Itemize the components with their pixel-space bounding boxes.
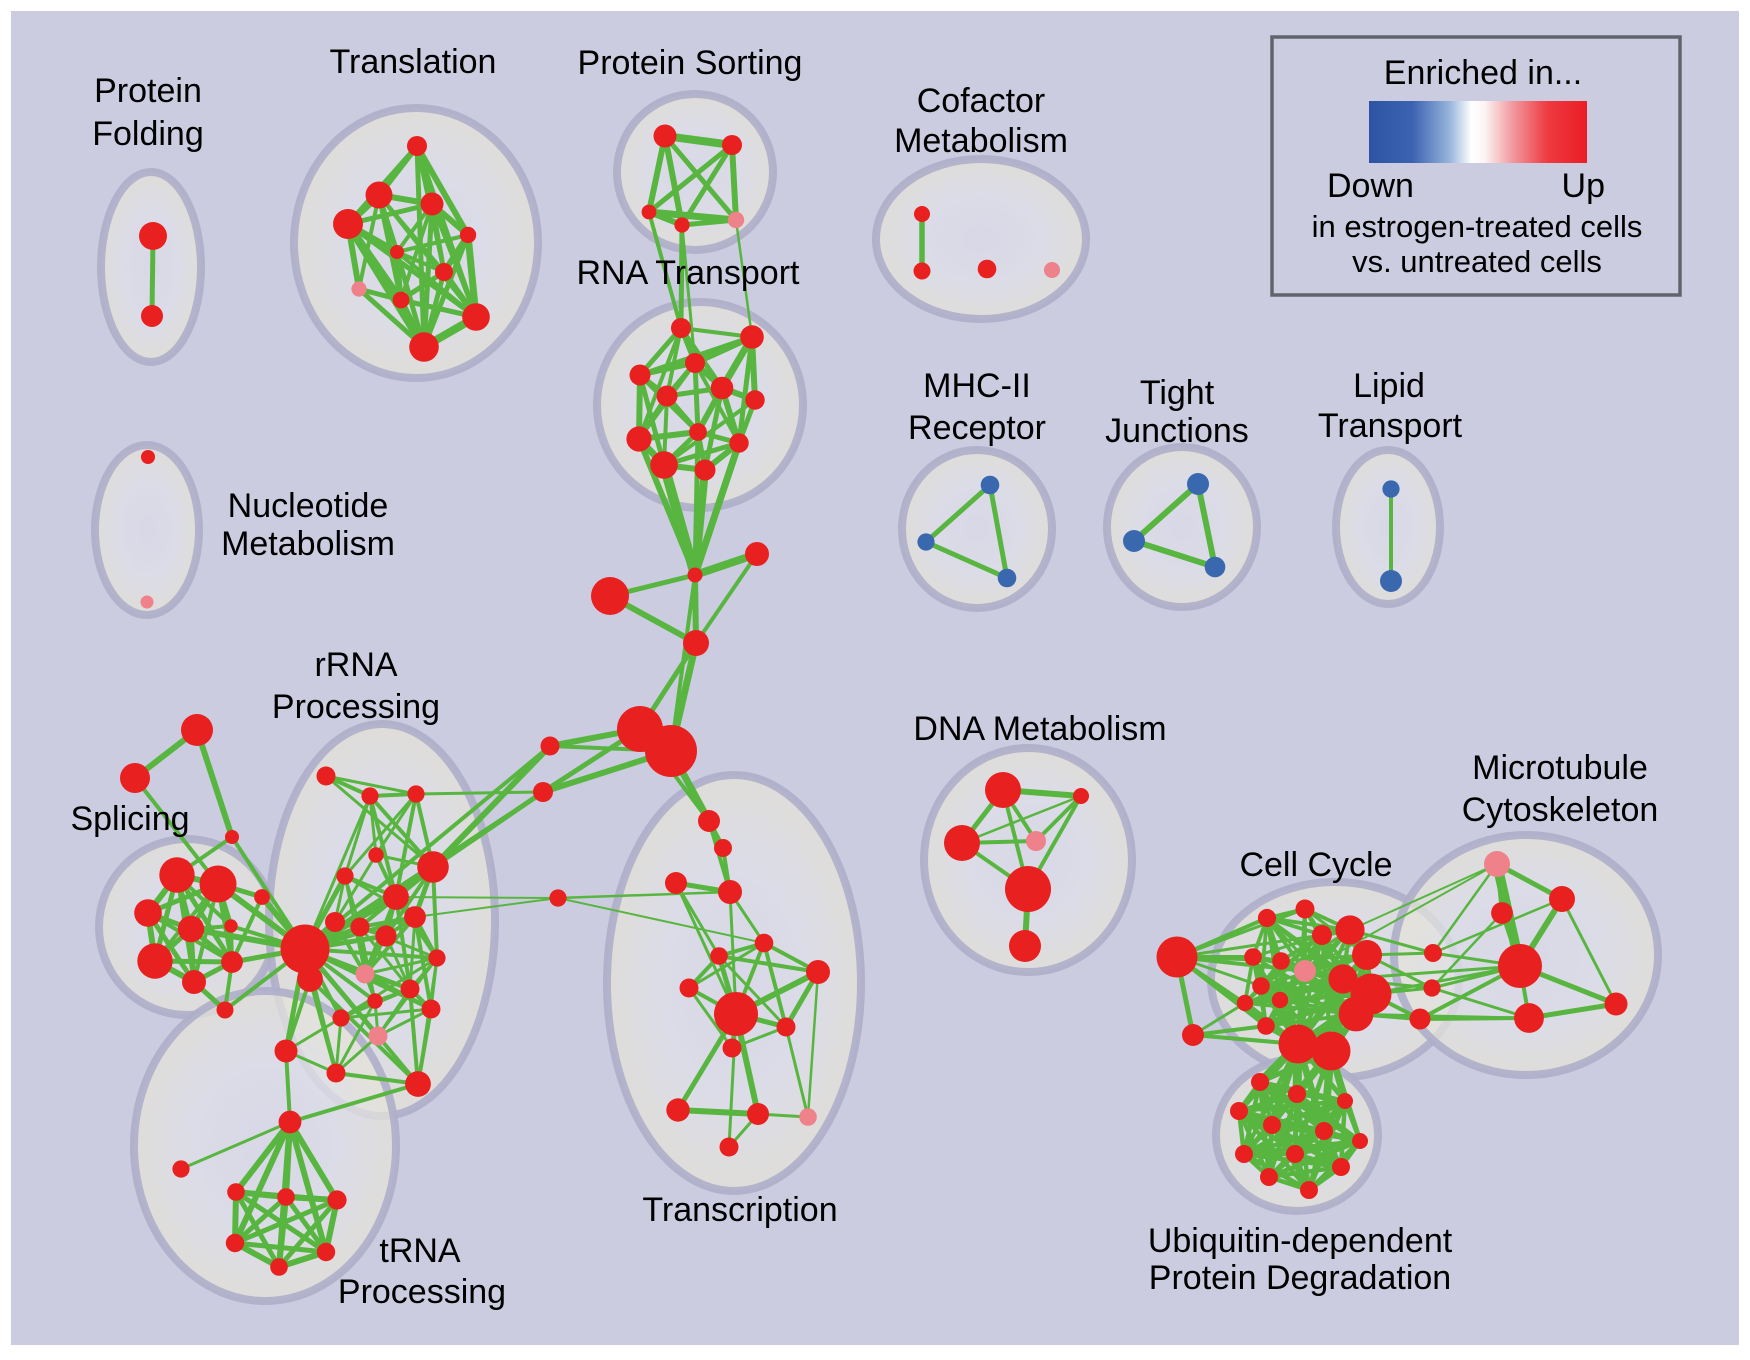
svg-text:Tight: Tight	[1140, 374, 1215, 412]
svg-text:tRNA: tRNA	[379, 1232, 461, 1270]
svg-text:Transcription: Transcription	[642, 1191, 837, 1229]
svg-text:in estrogen-treated cells: in estrogen-treated cells	[1312, 209, 1643, 244]
svg-text:Transport: Transport	[1318, 407, 1463, 445]
svg-text:Cofactor: Cofactor	[917, 82, 1046, 120]
svg-text:RNA Transport: RNA Transport	[577, 254, 801, 292]
svg-text:Processing: Processing	[338, 1273, 506, 1311]
svg-text:Nucleotide: Nucleotide	[228, 487, 389, 525]
svg-text:Metabolism: Metabolism	[221, 525, 395, 563]
svg-text:Ubiquitin-dependent: Ubiquitin-dependent	[1148, 1222, 1453, 1260]
svg-text:Receptor: Receptor	[908, 409, 1046, 447]
svg-text:vs. untreated cells: vs. untreated cells	[1352, 244, 1602, 279]
svg-text:Folding: Folding	[92, 115, 204, 153]
svg-text:Processing: Processing	[272, 688, 440, 726]
svg-text:Lipid: Lipid	[1353, 367, 1425, 405]
svg-text:Up: Up	[1562, 167, 1605, 205]
svg-text:Splicing: Splicing	[70, 800, 189, 838]
svg-text:Protein: Protein	[94, 72, 202, 110]
svg-text:DNA Metabolism: DNA Metabolism	[913, 710, 1166, 748]
svg-text:Metabolism: Metabolism	[894, 122, 1068, 160]
svg-text:Enriched in...: Enriched in...	[1384, 54, 1582, 92]
svg-text:Down: Down	[1327, 167, 1414, 205]
svg-text:Junctions: Junctions	[1105, 412, 1249, 450]
svg-text:MHC-II: MHC-II	[923, 367, 1031, 405]
svg-text:Translation: Translation	[330, 43, 497, 81]
svg-text:Microtubule: Microtubule	[1472, 749, 1648, 787]
svg-text:Cell Cycle: Cell Cycle	[1239, 846, 1392, 884]
svg-text:Protein Sorting: Protein Sorting	[578, 44, 803, 82]
svg-text:rRNA: rRNA	[314, 646, 397, 684]
svg-text:Protein Degradation: Protein Degradation	[1149, 1259, 1451, 1297]
svg-text:Cytoskeleton: Cytoskeleton	[1462, 791, 1659, 829]
